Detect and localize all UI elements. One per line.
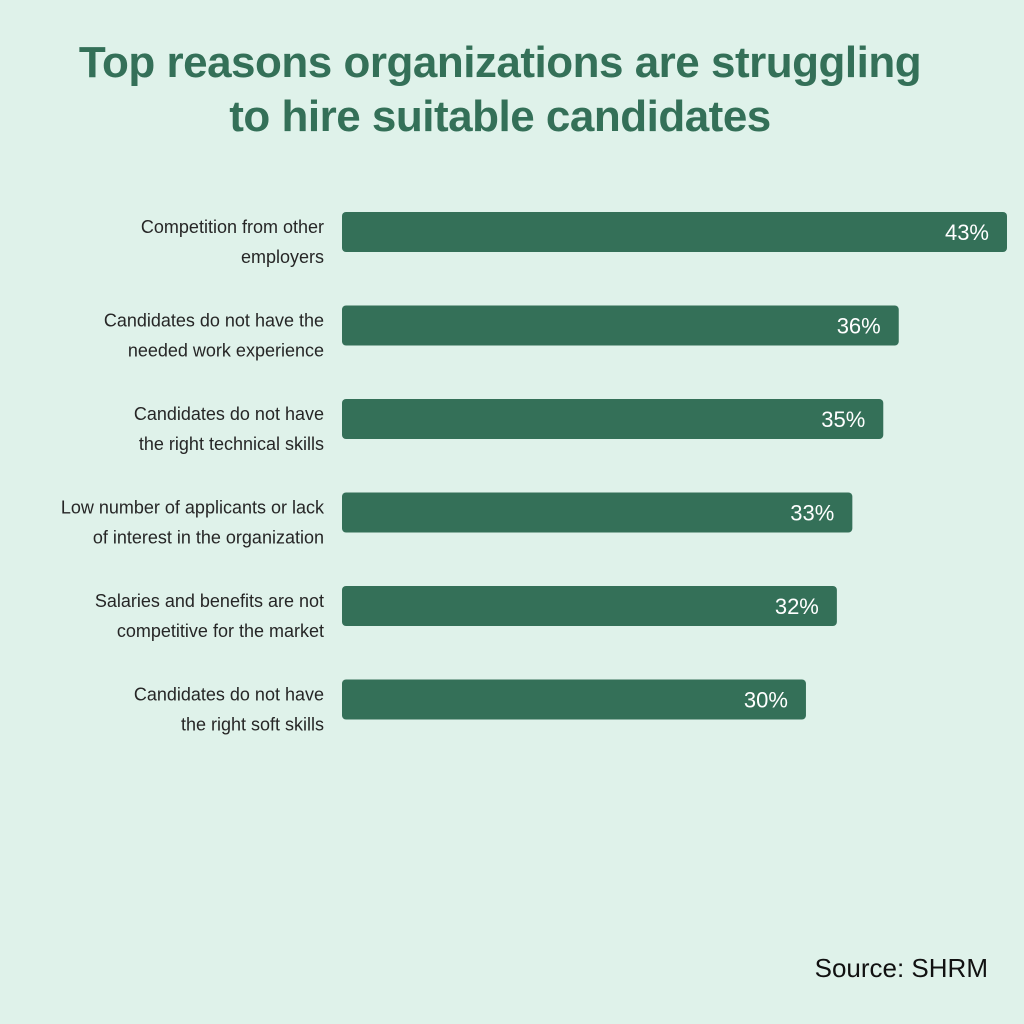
category-label-line: Candidates do not have	[134, 685, 324, 705]
bar-group: 30% Candidates do not have the right soft …	[134, 679, 806, 735]
bar	[342, 399, 884, 439]
category-label: Candidates do not have the needed work ex…	[104, 311, 324, 361]
category-label-line: Candidates do not have the	[104, 311, 324, 331]
data-label: 33%	[790, 501, 834, 526]
chart-title-line-2: to hire suitable candidates	[229, 92, 771, 141]
bar	[342, 212, 1007, 252]
data-label: 30%	[744, 688, 788, 713]
bar-group: 32% Salaries and benefits are not competit…	[95, 586, 837, 641]
bar	[342, 586, 837, 626]
data-label: 36%	[837, 314, 881, 339]
bar	[342, 679, 806, 720]
category-label: Low number of applicants or lack of inter…	[61, 498, 325, 548]
chart-title-line-1: Top reasons organizations are struggling	[78, 38, 922, 87]
category-label-line: of interest in the organization	[93, 528, 324, 548]
bar	[342, 305, 899, 346]
category-label: Salaries and benefits are not competitive…	[95, 591, 324, 641]
data-label: 32%	[775, 594, 819, 619]
category-label-line: the right soft skills	[181, 715, 324, 735]
category-label-line: Low number of applicants or lack	[61, 498, 325, 518]
bar-group: 43% Competition from other employers	[141, 212, 1007, 267]
data-label: 35%	[821, 407, 865, 432]
bar-group: 36% Candidates do not have the needed work…	[104, 305, 899, 361]
category-label-line: Salaries and benefits are not	[95, 591, 324, 611]
category-label-line: employers	[241, 247, 324, 267]
category-label-line: Competition from other	[141, 217, 324, 237]
category-label: Candidates do not have the right technica…	[134, 404, 324, 454]
category-label: Competition from other employers	[141, 217, 324, 267]
category-label: Candidates do not have the right soft ski…	[134, 685, 324, 735]
bar-group: 33% Low number of applicants or lack of in…	[61, 492, 853, 548]
bar	[342, 492, 853, 533]
bar-group: 35% Candidates do not have the right techn…	[134, 399, 884, 454]
category-label-line: competitive for the market	[117, 621, 324, 641]
bar-chart: 43% Competition from other employers 36% Can…	[61, 212, 1007, 735]
source-note: Source: SHRM	[814, 953, 988, 983]
chart-title: Top reasons organizations are struggling…	[0, 36, 1000, 144]
category-label-line: Candidates do not have	[134, 404, 324, 424]
category-label-line: the right technical skills	[139, 434, 324, 454]
category-label-line: needed work experience	[128, 341, 324, 361]
data-label: 43%	[945, 220, 989, 245]
